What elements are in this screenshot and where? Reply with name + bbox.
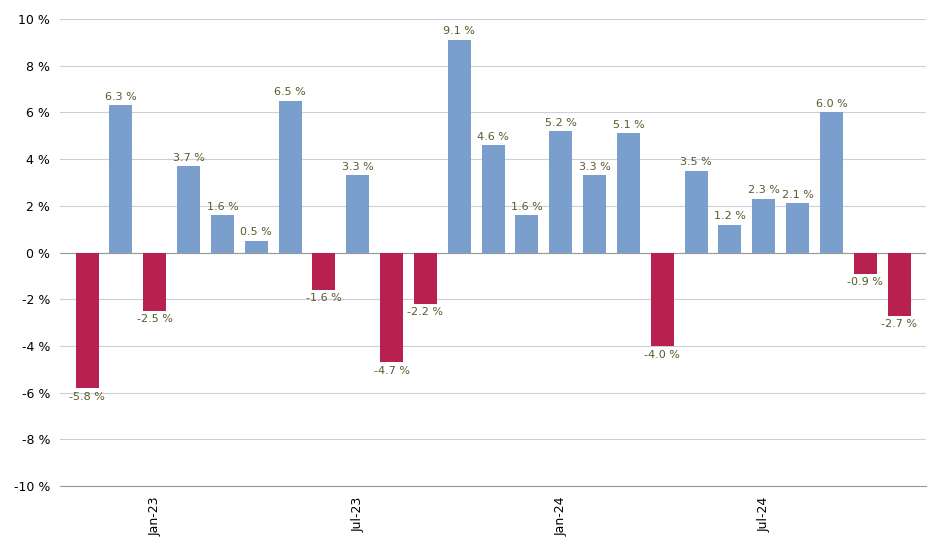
Bar <box>854 252 877 273</box>
Bar <box>650 252 674 346</box>
Bar <box>312 252 336 290</box>
Text: 0.5 %: 0.5 % <box>241 227 272 238</box>
Bar <box>278 101 302 252</box>
Text: 1.2 %: 1.2 % <box>714 211 745 221</box>
Text: 2.3 %: 2.3 % <box>748 185 779 195</box>
Text: 1.6 %: 1.6 % <box>511 202 542 212</box>
Bar <box>414 252 437 304</box>
Bar <box>244 241 268 252</box>
Bar <box>549 131 572 252</box>
Text: 6.3 %: 6.3 % <box>105 92 136 102</box>
Text: 3.5 %: 3.5 % <box>681 157 712 167</box>
Text: 1.6 %: 1.6 % <box>207 202 238 212</box>
Text: 5.1 %: 5.1 % <box>613 120 644 130</box>
Text: -4.0 %: -4.0 % <box>644 349 681 360</box>
Text: 4.6 %: 4.6 % <box>478 131 509 141</box>
Bar <box>346 175 369 252</box>
Bar <box>617 134 640 252</box>
Bar <box>75 252 99 388</box>
Bar <box>481 145 505 252</box>
Bar <box>380 252 403 362</box>
Text: -0.9 %: -0.9 % <box>847 277 884 287</box>
Text: 2.1 %: 2.1 % <box>781 190 813 200</box>
Bar <box>447 40 471 252</box>
Text: -2.5 %: -2.5 % <box>137 315 173 324</box>
Text: 6.0 %: 6.0 % <box>816 99 847 109</box>
Text: 6.5 %: 6.5 % <box>274 87 306 97</box>
Text: -5.8 %: -5.8 % <box>70 392 105 402</box>
Text: 3.3 %: 3.3 % <box>342 162 373 172</box>
Bar <box>752 199 775 252</box>
Bar <box>515 215 539 252</box>
Text: 3.3 %: 3.3 % <box>579 162 610 172</box>
Bar <box>109 106 133 252</box>
Bar <box>177 166 200 252</box>
Text: -2.7 %: -2.7 % <box>881 319 917 329</box>
Bar <box>887 252 911 316</box>
Text: -1.6 %: -1.6 % <box>306 294 342 304</box>
Bar <box>583 175 606 252</box>
Bar <box>211 215 234 252</box>
Bar <box>786 204 809 252</box>
Bar <box>143 252 166 311</box>
Text: 5.2 %: 5.2 % <box>545 118 576 128</box>
Text: -2.2 %: -2.2 % <box>407 307 444 317</box>
Text: 9.1 %: 9.1 % <box>444 26 475 36</box>
Text: 3.7 %: 3.7 % <box>173 152 205 163</box>
Text: -4.7 %: -4.7 % <box>373 366 410 376</box>
Bar <box>718 224 742 252</box>
Bar <box>684 170 708 252</box>
Bar <box>820 112 843 252</box>
